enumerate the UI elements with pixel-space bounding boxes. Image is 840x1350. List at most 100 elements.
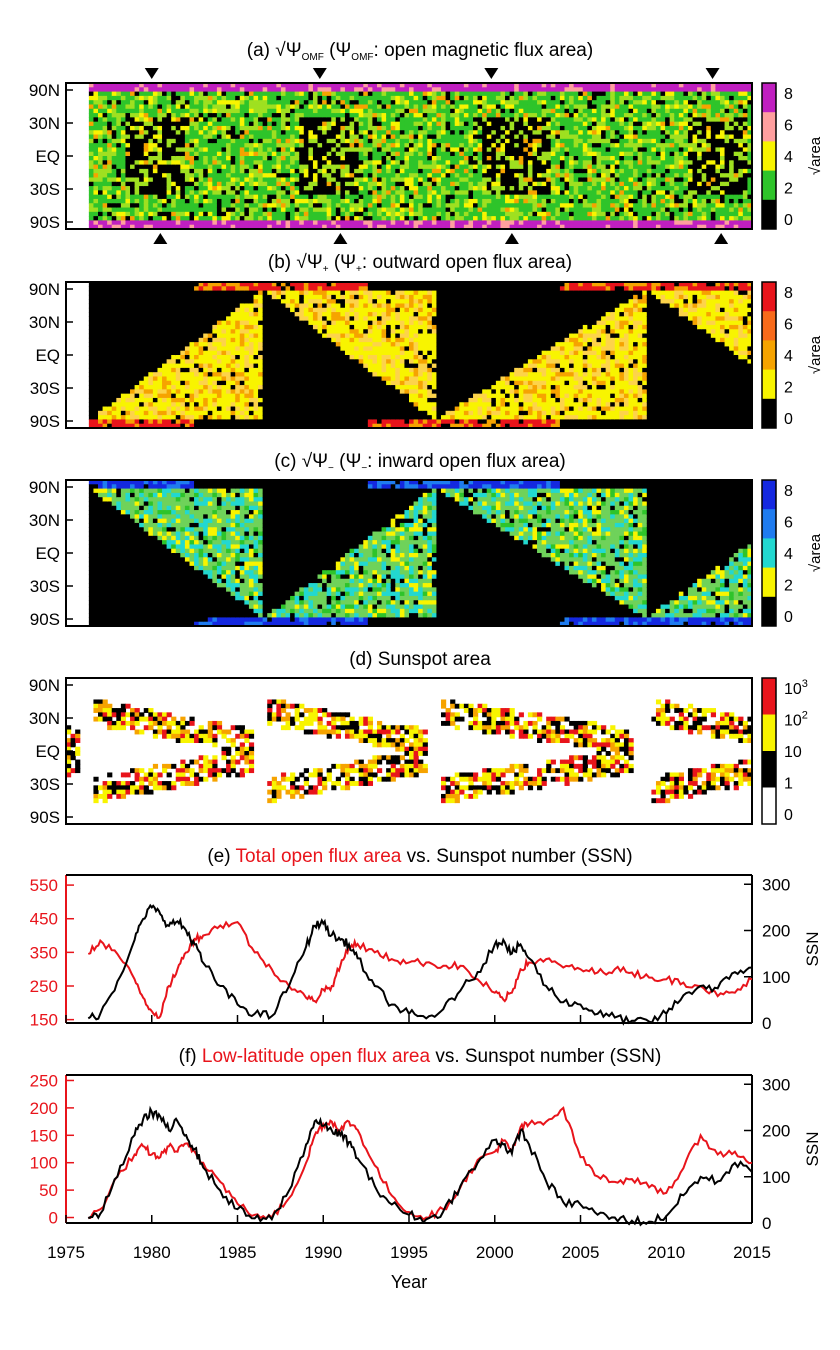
heatmap-cell — [395, 125, 401, 131]
heatmap-cell — [395, 207, 401, 213]
heatmap-cell — [582, 190, 588, 196]
heatmap-cell — [683, 164, 689, 170]
heatmap-cell — [116, 168, 122, 174]
heatmap-cell — [335, 177, 341, 183]
heatmap-cell — [697, 160, 703, 166]
heatmap-cell — [409, 198, 415, 204]
heatmap-cell — [312, 100, 319, 106]
heatmap-cell — [171, 160, 177, 166]
heatmap-cell — [198, 87, 204, 93]
heatmap-cell — [290, 138, 296, 144]
heatmap-cell — [180, 203, 186, 209]
heatmap-cell — [331, 160, 337, 166]
heatmap-cell — [248, 224, 255, 229]
heatmap-cell — [267, 108, 273, 114]
heatmap-cell — [491, 156, 497, 161]
heatmap-cell — [674, 160, 680, 166]
heatmap-cell — [280, 190, 287, 196]
heatmap-cell — [372, 156, 378, 161]
heatmap-cell — [148, 160, 154, 166]
heatmap-cell — [381, 83, 387, 88]
heatmap-cell — [413, 138, 419, 144]
heatmap-cell — [665, 130, 671, 136]
heatmap-cell — [376, 186, 383, 191]
heatmap-cell — [244, 108, 250, 114]
heatmap-cell — [358, 125, 364, 131]
heatmap-cell — [349, 143, 355, 149]
heatmap-cell — [184, 224, 191, 229]
heatmap-cell — [482, 211, 488, 217]
heatmap-cell — [747, 138, 752, 144]
heatmap-cell — [349, 104, 355, 110]
heatmap-cell — [646, 83, 652, 88]
heatmap-cell — [166, 104, 172, 110]
heatmap-cell — [148, 168, 154, 174]
heatmap-cell — [130, 121, 136, 127]
heatmap-cell — [546, 147, 552, 153]
reversal-marker-north — [705, 68, 720, 79]
heatmap-cell — [212, 216, 218, 222]
heatmap-cell — [559, 207, 566, 213]
heatmap-cell — [271, 100, 277, 106]
heatmap-cell — [212, 181, 218, 187]
heatmap-cell — [441, 151, 447, 157]
heatmap-cell — [180, 147, 186, 153]
heatmap-cell — [111, 156, 117, 161]
heatmap-cell — [139, 164, 145, 170]
heatmap-cell — [427, 147, 433, 153]
heatmap-cell — [459, 190, 465, 196]
heatmap-cell — [738, 151, 744, 157]
heatmap-cell — [399, 198, 406, 204]
heatmap-cell — [569, 121, 575, 127]
heatmap-cell — [111, 108, 117, 114]
heatmap-cell — [651, 181, 657, 187]
heatmap-cell — [459, 130, 465, 136]
heatmap-cell — [573, 203, 579, 209]
heatmap-cell — [148, 211, 154, 217]
heatmap-cell — [715, 125, 721, 131]
heatmap-cell — [102, 100, 108, 106]
heatmap-cell — [294, 138, 300, 144]
heatmap-cell — [619, 173, 625, 179]
heatmap-cell — [482, 113, 488, 118]
heatmap-cell — [710, 87, 717, 93]
heatmap-cell — [303, 147, 309, 153]
heatmap-cell — [166, 203, 172, 209]
heatmap-cell — [582, 216, 588, 222]
heatmap-cell — [463, 224, 470, 229]
heatmap-cell — [509, 168, 515, 174]
heatmap-cell — [637, 95, 643, 101]
heatmap-cell — [523, 134, 529, 140]
heatmap-cell — [637, 198, 643, 204]
heatmap-cell — [349, 83, 355, 88]
heatmap-cell — [436, 216, 442, 222]
heatmap-cell — [710, 113, 717, 118]
heatmap-cell — [285, 216, 291, 222]
heatmap-cell — [431, 186, 438, 191]
heatmap-cell — [715, 207, 721, 213]
heatmap-cell — [500, 190, 506, 196]
heatmap-cell — [701, 147, 707, 153]
heatmap-cell — [527, 190, 534, 196]
heatmap-cell — [564, 173, 570, 179]
heatmap-cell — [88, 286, 95, 292]
heatmap-cell — [207, 87, 213, 93]
heatmap-cell — [194, 143, 200, 149]
heatmap-cell — [134, 143, 140, 149]
heatmap-cell — [98, 211, 104, 217]
heatmap-cell — [665, 156, 671, 161]
heatmap-cell — [747, 220, 752, 226]
heatmap-cell — [367, 164, 374, 170]
heatmap-cell — [221, 224, 227, 229]
heatmap-cell — [230, 211, 236, 217]
heatmap-cell — [729, 138, 735, 144]
heatmap-cell — [203, 173, 209, 179]
heatmap-cell — [541, 95, 547, 101]
heatmap-cell — [642, 117, 648, 123]
heatmap-cell — [482, 177, 488, 183]
heatmap-cell — [381, 177, 387, 183]
heatmap-cell — [88, 113, 95, 118]
heatmap-cell — [130, 173, 136, 179]
heatmap-cell — [116, 87, 122, 93]
heatmap-cell — [706, 91, 712, 97]
